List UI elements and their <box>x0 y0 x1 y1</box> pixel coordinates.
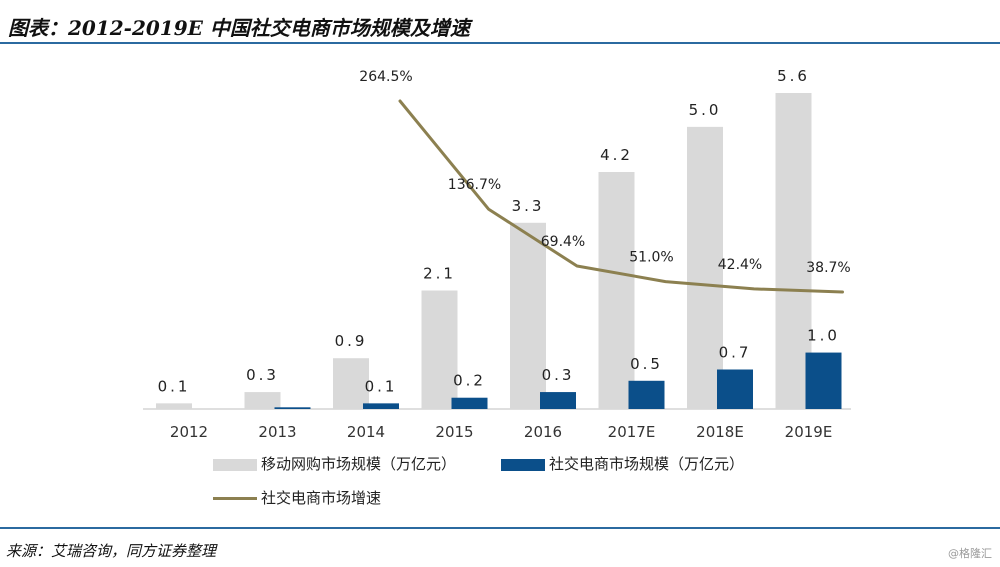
bar-label-mobile-2014: 0.9 <box>335 332 368 350</box>
bar-label-social-2016: 0.3 <box>542 366 575 384</box>
bar-label-social-2015: 0.2 <box>453 372 486 390</box>
growth-label-2018E: 42.4% <box>718 257 762 273</box>
bar-social-2016 <box>540 392 576 409</box>
x-tick-2016: 2016 <box>524 423 562 441</box>
bar-social-2015 <box>451 397 488 409</box>
legend-label-growth: 社交电商市场增速 <box>261 489 382 507</box>
x-tick-2019E: 2019E <box>785 423 833 441</box>
growth-label-2015: 136.7% <box>448 177 501 193</box>
watermark: @格隆汇 <box>948 547 992 560</box>
bar-mobile-2013 <box>244 392 281 409</box>
bar-label-mobile-2016: 3.3 <box>512 197 545 215</box>
bar-mobile-2012 <box>156 403 192 409</box>
chart-area: 0.1 2012 0.3 2013 0.9 0.1 2014 2.1 0.2 2015 3.3 0.3… <box>143 67 851 441</box>
footer-rule <box>0 527 1000 529</box>
growth-label-2019E: 38.7% <box>806 260 850 276</box>
growth-line <box>398 99 844 294</box>
legend-label-mobile: 移动网购市场规模（万亿元） <box>261 455 457 473</box>
bar-mobile-2017E <box>598 172 635 409</box>
growth-label-2014: 264.5% <box>359 69 412 85</box>
growth-label-2016: 69.4% <box>541 234 585 250</box>
legend-item-social: 社交电商市场规模（万亿元） <box>501 453 744 474</box>
bar-mobile-2018E <box>687 126 723 409</box>
bar-label-social-2018E: 0.7 <box>719 344 752 362</box>
x-tick-2013: 2013 <box>258 423 296 441</box>
x-tick-2014: 2014 <box>347 423 385 441</box>
bar-label-mobile-2013: 0.3 <box>246 366 279 384</box>
legend-swatch-growth <box>213 497 257 500</box>
growth-label-2017E: 51.0% <box>629 250 673 266</box>
legend-item-mobile: 移动网购市场规模（万亿元） <box>213 453 456 474</box>
x-tick-2015: 2015 <box>435 423 473 441</box>
source-note: 来源：艾瑞咨询，同方证券整理 <box>6 542 217 560</box>
bar-mobile-2015 <box>421 290 458 409</box>
bar-label-mobile-2012: 0.1 <box>158 377 191 395</box>
bar-label-mobile-2018E: 5.0 <box>689 101 722 119</box>
bar-label-social-2019E: 1.0 <box>807 327 840 345</box>
header-rule <box>0 42 1000 44</box>
bar-social-2013 <box>274 407 311 409</box>
bar-label-mobile-2019E: 5.6 <box>777 67 810 85</box>
bar-label-mobile-2017E: 4.2 <box>600 146 633 164</box>
x-tick-2018E: 2018E <box>696 423 744 441</box>
bar-label-mobile-2015: 2.1 <box>423 265 456 283</box>
legend-label-social: 社交电商市场规模（万亿元） <box>549 455 745 473</box>
bar-mobile-2016 <box>510 222 546 409</box>
chart-title: 图表：2012-2019E 中国社交电商市场规模及增速 <box>8 16 470 40</box>
bar-social-2017E <box>628 380 665 409</box>
legend-item-growth: 社交电商市场增速 <box>213 487 381 508</box>
x-tick-2012: 2012 <box>170 423 208 441</box>
bar-label-social-2014: 0.1 <box>365 377 398 395</box>
bar-social-2014 <box>363 403 399 409</box>
bar-mobile-2014 <box>333 358 369 409</box>
bar-social-2019E <box>805 352 842 409</box>
bar-social-2018E <box>717 369 753 409</box>
legend-swatch-social <box>501 458 545 471</box>
legend-swatch-mobile <box>213 458 257 471</box>
x-tick-2017E: 2017E <box>608 423 656 441</box>
bar-label-social-2017E: 0.5 <box>630 355 663 373</box>
